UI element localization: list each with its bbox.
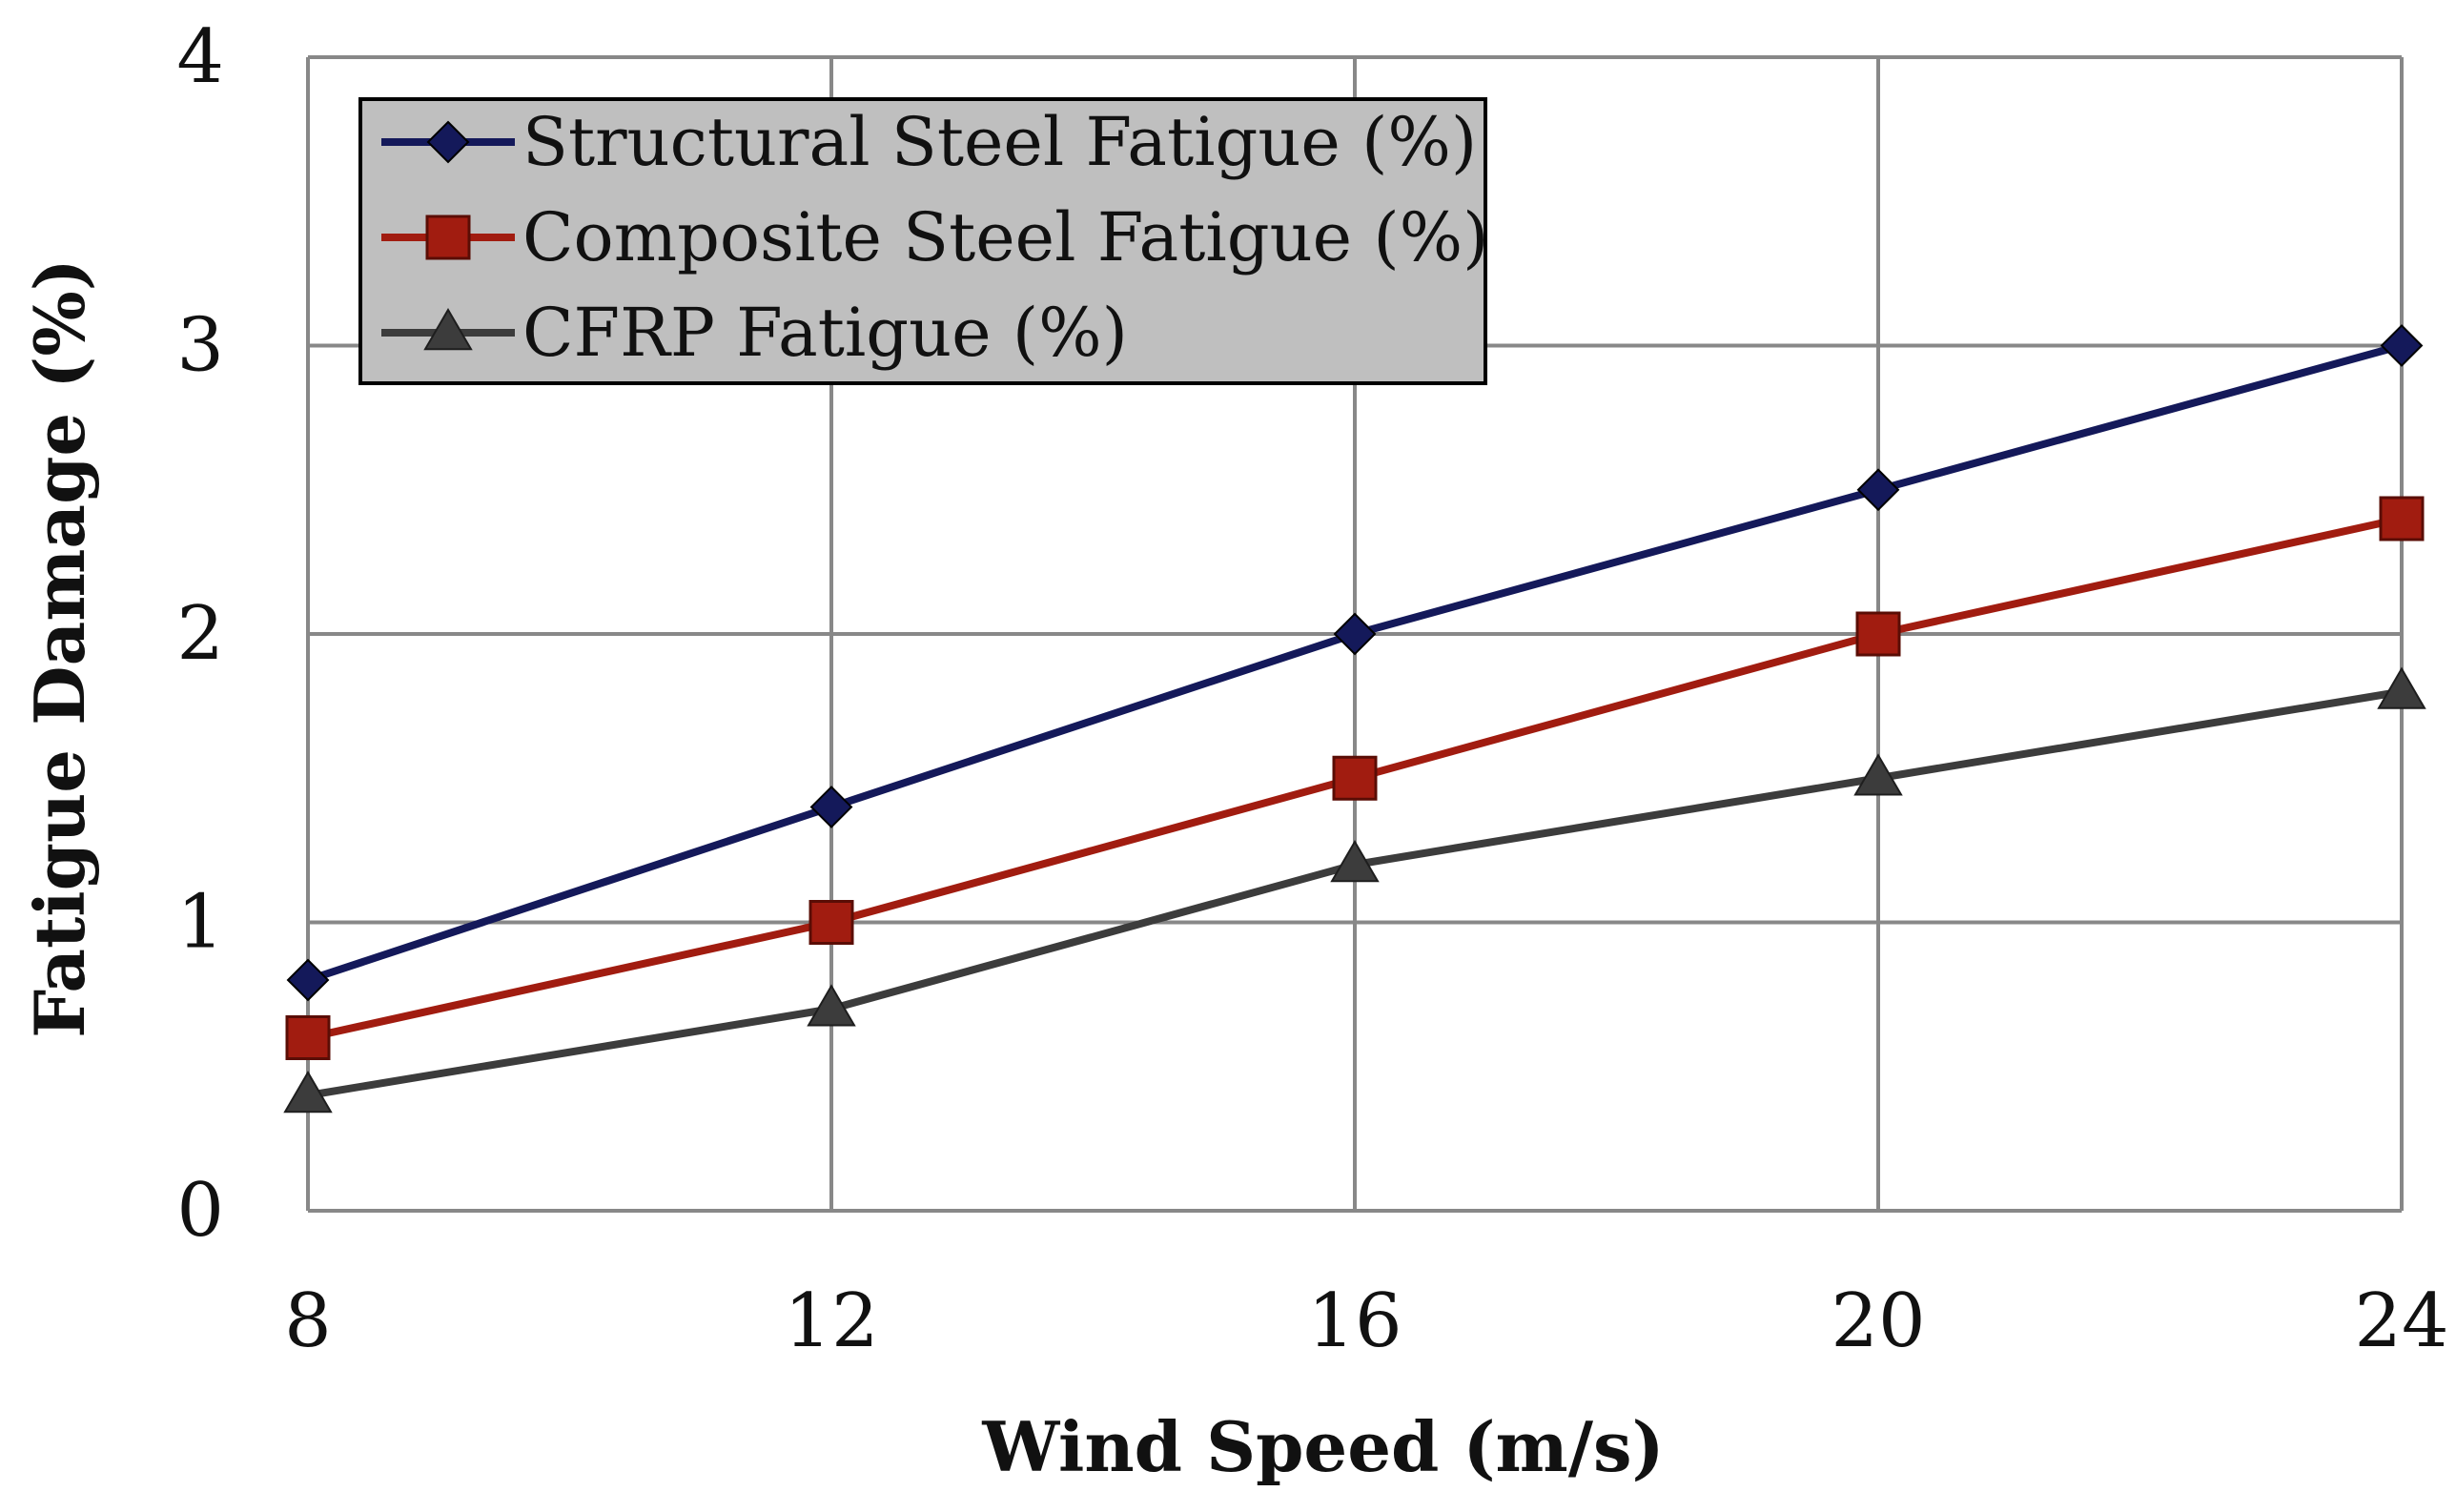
data-point — [808, 900, 854, 945]
x-tick-label: 16 — [1307, 1278, 1402, 1364]
x-tick-label: 20 — [1831, 1278, 1925, 1364]
x-tick-label: 24 — [2354, 1278, 2448, 1364]
legend-marker — [425, 215, 471, 260]
legend: Structural Steel Fatigue (%) Composite St… — [358, 97, 1489, 385]
x-axis-title: Wind Speed (m/s) — [981, 1406, 1664, 1487]
y-tick-label: 3 — [176, 303, 224, 389]
series-1 — [286, 324, 2424, 1002]
legend-entry: CFRP Fatigue (%) — [381, 294, 1128, 372]
y-tick-label: 0 — [176, 1168, 224, 1254]
legend-marker — [423, 308, 473, 351]
data-point — [283, 1071, 333, 1114]
y-tick-label: 2 — [176, 591, 224, 677]
data-point — [2377, 666, 2426, 709]
data-point — [1856, 468, 1900, 512]
series-2 — [285, 496, 2425, 1060]
x-tick-label: 8 — [284, 1278, 332, 1364]
data-point — [1855, 611, 1901, 657]
data-point — [285, 1015, 331, 1060]
legend-label: Structural Steel Fatigue (%) — [522, 103, 1477, 181]
x-tick-label: 12 — [784, 1278, 878, 1364]
data-point — [2379, 496, 2425, 541]
y-tick-label: 4 — [176, 14, 224, 100]
data-point — [1332, 755, 1378, 801]
legend-label: CFRP Fatigue (%) — [522, 294, 1128, 372]
series-layer — [283, 324, 2426, 1114]
legend-box — [358, 97, 1487, 385]
legend-entry: Structural Steel Fatigue (%) — [381, 103, 1477, 181]
legend-label: Composite Steel Fatigue (%) — [522, 198, 1489, 276]
data-point — [1330, 840, 1380, 883]
data-point — [809, 786, 853, 828]
data-point — [1333, 612, 1377, 656]
y-tick-label: 1 — [176, 880, 224, 966]
y-axis-title: Fatigue Damage (%) — [19, 258, 100, 1038]
legend-entry: Composite Steel Fatigue (%) — [381, 198, 1489, 276]
data-point — [807, 984, 856, 1027]
data-point — [286, 958, 330, 1002]
data-point — [1853, 753, 1903, 796]
series-3 — [283, 666, 2426, 1114]
legend-marker — [426, 120, 470, 164]
data-point — [2380, 324, 2424, 367]
